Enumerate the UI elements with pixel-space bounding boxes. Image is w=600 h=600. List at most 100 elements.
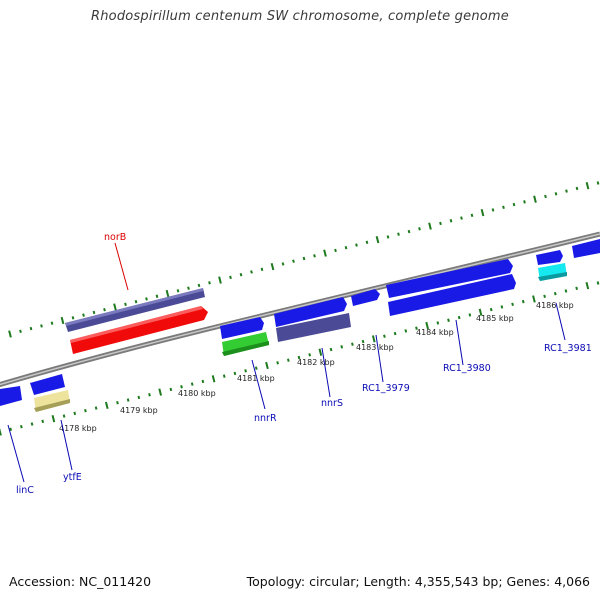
tick-mark: [457, 315, 461, 320]
gene-edge-right[interactable]: [572, 239, 600, 258]
tick-mark: [418, 227, 421, 231]
gene-label-RC1_3980[interactable]: RC1_3980: [443, 363, 491, 374]
gene-label-RC1_3979[interactable]: RC1_3979: [362, 383, 410, 394]
tick-mark: [375, 235, 380, 244]
tick-mark: [104, 401, 109, 410]
tick-mark: [436, 321, 440, 325]
tick-mark: [116, 401, 119, 405]
gene-nnrS[interactable]: [276, 313, 351, 342]
tick-mark: [239, 272, 243, 277]
tick-mark: [233, 371, 237, 376]
tick-mark: [270, 262, 275, 271]
gene-nnrS-upper[interactable]: [274, 297, 347, 327]
tick-mark: [73, 411, 77, 416]
leader-line: [251, 359, 266, 410]
tick-mark: [361, 339, 365, 344]
gene-RC1_3980-upper[interactable]: [386, 259, 513, 298]
tick-mark: [449, 219, 453, 223]
tick-mark: [208, 281, 211, 285]
tick-mark: [50, 321, 54, 325]
tick-mark: [222, 374, 226, 378]
gene-linC[interactable]: [0, 386, 22, 406]
gene-RC1_3981-upper[interactable]: [536, 250, 563, 265]
map-title: Rhodospirillum centenum SW chromosome, c…: [91, 9, 509, 24]
tick-mark: [197, 283, 201, 288]
scale-label: 4186 kbp: [536, 301, 574, 310]
tick-mark: [71, 316, 75, 320]
tick-mark: [491, 208, 495, 212]
tick-mark: [386, 235, 390, 239]
gene-ytfE-upper[interactable]: [30, 374, 65, 395]
tick-mark: [355, 243, 358, 247]
tick-mark: [158, 388, 162, 396]
tick-mark: [502, 205, 505, 209]
gene-label-RC1_3981[interactable]: RC1_3981: [544, 343, 592, 354]
tick-mark: [190, 382, 194, 386]
gene-norB-a[interactable]: [65, 288, 205, 332]
tick-mark: [84, 409, 87, 413]
tick-mark: [543, 294, 546, 299]
gene-label-ytfE[interactable]: ytfE: [63, 472, 82, 483]
tick-mark: [554, 192, 558, 196]
gene-label-norB[interactable]: norB: [104, 232, 126, 243]
gene-label-linC[interactable]: linC: [16, 485, 34, 496]
leader-line: [321, 347, 331, 398]
tick-mark: [447, 318, 450, 322]
tick-mark: [460, 216, 463, 220]
tick-mark: [397, 232, 400, 236]
tick-mark: [218, 276, 222, 284]
gene-norB[interactable]: [70, 306, 208, 354]
genome-backbone-highlight: [0, 233, 600, 386]
tick-mark: [29, 326, 33, 331]
tick-mark: [478, 308, 483, 316]
tick-mark: [500, 305, 504, 309]
tick-mark: [286, 358, 290, 362]
gene-label-nnrR[interactable]: nnrR: [254, 413, 277, 424]
tick-mark: [126, 398, 130, 402]
tick-mark: [165, 289, 170, 298]
tick-mark: [254, 366, 258, 370]
scale-label: 4181 kbp: [237, 374, 275, 383]
tick-mark: [41, 419, 45, 424]
tick-mark: [137, 395, 141, 400]
gene-RC1_3981[interactable]: [538, 263, 567, 281]
tick-mark: [187, 286, 190, 290]
tick-mark: [544, 194, 547, 199]
tick-mark: [340, 345, 344, 349]
tick-mark: [20, 424, 23, 429]
tick-mark: [428, 222, 432, 230]
tick-mark: [60, 316, 65, 325]
tick-mark: [211, 375, 216, 383]
gene-RC1_3980[interactable]: [388, 274, 516, 316]
tick-mark: [404, 329, 408, 333]
gene-labels: norB linC ytfE nnrR nnrS RC1_3979 RC1_3980 RC1_…: [7, 232, 592, 496]
tick-mark: [229, 275, 232, 280]
tick-mark: [19, 329, 22, 334]
leader-line: [555, 302, 566, 341]
gene-nnrR-upper[interactable]: [220, 317, 264, 339]
gene-nnrR[interactable]: [222, 332, 269, 356]
tick-mark: [596, 181, 600, 185]
tick-mark: [585, 282, 590, 290]
tick-mark: [532, 295, 536, 303]
tick-mark: [521, 299, 525, 304]
tick-mark: [92, 310, 96, 315]
gene-small-1[interactable]: [351, 289, 380, 306]
tick-mark: [334, 248, 337, 253]
tick-mark: [103, 308, 106, 312]
tick-mark: [292, 259, 295, 263]
tick-mark: [113, 303, 117, 311]
tick-mark: [244, 369, 247, 373]
tick-mark: [470, 213, 474, 218]
tick-mark: [596, 281, 600, 285]
tick-mark: [393, 331, 397, 336]
gene-label-nnrS[interactable]: nnrS: [321, 398, 343, 409]
leader-line: [455, 319, 464, 366]
tick-mark: [523, 200, 526, 204]
tick-mark: [575, 286, 578, 291]
gene-ytfE[interactable]: [34, 390, 70, 412]
tick-mark: [276, 361, 279, 365]
tick-mark: [40, 324, 43, 328]
tick-mark: [124, 302, 127, 307]
